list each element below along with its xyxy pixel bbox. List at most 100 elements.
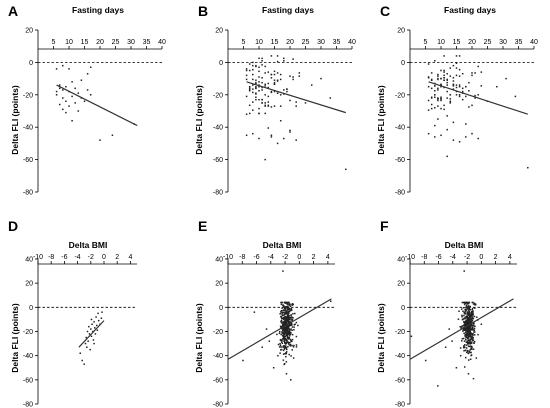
data-point: [474, 97, 476, 99]
data-point: [430, 87, 433, 90]
data-point: [252, 64, 254, 67]
x-tick-label: -4: [268, 254, 274, 261]
data-point: [290, 328, 292, 330]
data-point: [467, 335, 470, 337]
data-point: [288, 353, 290, 356]
y-tick-label: -20: [213, 329, 223, 336]
data-point: [464, 302, 466, 305]
data-point: [248, 89, 251, 91]
data-point: [468, 301, 471, 304]
data-point: [285, 351, 288, 353]
data-point: [287, 301, 289, 304]
data-point: [283, 329, 285, 332]
data-point: [460, 340, 463, 342]
data-point: [283, 89, 285, 91]
data-point: [55, 90, 58, 93]
data-point: [279, 352, 281, 354]
data-point: [430, 78, 433, 81]
data-point: [286, 319, 288, 321]
data-point: [467, 352, 470, 355]
data-point: [443, 55, 445, 57]
data-point: [281, 329, 284, 332]
data-point: [468, 340, 471, 342]
data-point: [248, 85, 251, 88]
data-point: [252, 61, 254, 64]
x-tick-label: 30: [317, 39, 325, 46]
data-point: [465, 308, 468, 311]
data-point: [284, 312, 286, 314]
data-point: [455, 84, 458, 86]
data-point: [252, 73, 254, 76]
data-point: [261, 98, 263, 101]
data-point: [287, 341, 289, 343]
data-point: [258, 137, 260, 140]
data-point: [474, 72, 476, 74]
data-point: [452, 139, 455, 141]
y-tick-label: 20: [215, 28, 223, 35]
data-point: [468, 351, 471, 353]
data-point: [464, 349, 467, 352]
data-point: [267, 104, 270, 107]
data-point: [286, 301, 288, 304]
data-point: [283, 317, 286, 319]
data-point: [472, 326, 474, 329]
data-point: [284, 308, 287, 310]
data-point: [252, 132, 254, 135]
data-point: [440, 77, 442, 80]
data-point: [471, 301, 474, 304]
data-point: [467, 359, 470, 361]
data-point: [473, 327, 476, 330]
data-point: [434, 96, 436, 98]
data-point: [427, 76, 430, 78]
data-point: [283, 346, 285, 348]
data-point: [248, 104, 251, 107]
data-point: [455, 94, 458, 96]
data-point: [286, 310, 288, 312]
data-point: [446, 128, 448, 131]
data-point: [466, 317, 469, 320]
data-point: [295, 344, 298, 346]
y-tick-label: -40: [213, 125, 223, 132]
data-point: [467, 301, 469, 304]
data-point: [273, 73, 276, 76]
data-point: [248, 63, 251, 65]
data-point: [264, 102, 266, 104]
data-point: [345, 168, 347, 171]
data-point: [276, 92, 279, 94]
data-point: [264, 104, 266, 107]
data-point: [289, 305, 292, 307]
data-point: [514, 95, 517, 98]
x-axis-title: Fasting days: [72, 5, 124, 15]
data-point: [289, 131, 291, 133]
data-point: [286, 311, 288, 314]
data-point: [465, 301, 467, 304]
data-point: [466, 303, 468, 305]
data-point: [467, 305, 470, 307]
data-point: [252, 84, 254, 86]
data-point: [446, 72, 448, 75]
data-point: [462, 330, 464, 332]
data-point: [295, 346, 298, 348]
data-point: [446, 78, 448, 81]
y-tick-label: -20: [213, 92, 223, 99]
data-point: [284, 301, 287, 304]
y-tick-label: 20: [397, 28, 405, 35]
data-point: [462, 306, 465, 309]
data-point: [289, 129, 291, 132]
data-point: [434, 136, 436, 138]
data-point: [474, 325, 476, 328]
data-point: [458, 68, 461, 71]
data-point: [258, 57, 260, 60]
data-point: [287, 329, 289, 331]
y-tick-label: 0: [29, 60, 33, 67]
data-point: [472, 317, 475, 320]
data-point: [466, 342, 469, 344]
data-point: [285, 355, 287, 358]
data-point: [289, 343, 292, 346]
data-point: [288, 344, 291, 346]
data-point: [471, 336, 473, 339]
data-point: [465, 337, 467, 339]
data-point: [437, 385, 439, 387]
data-point: [287, 345, 289, 348]
